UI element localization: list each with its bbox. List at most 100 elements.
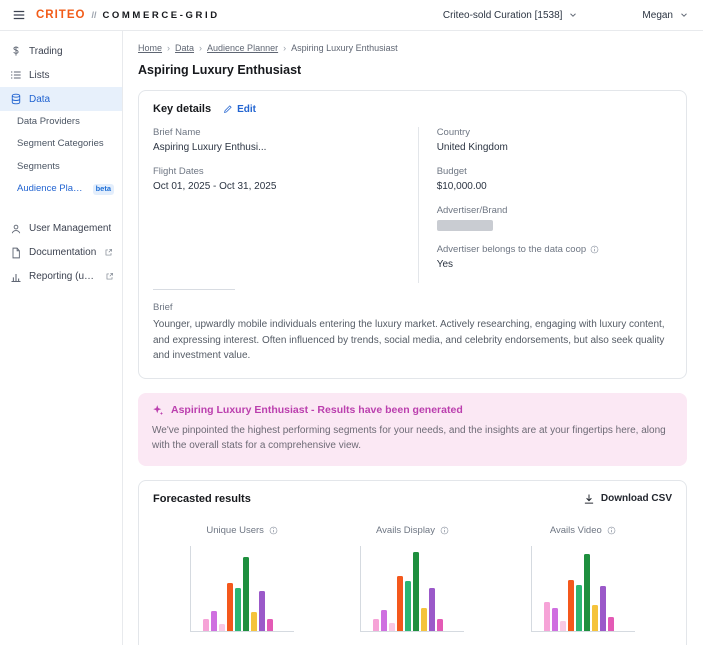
brief-field: Brief Younger, upwardly mobile individua… — [153, 302, 672, 364]
chart-bar — [599, 586, 606, 631]
chart-bar — [559, 621, 566, 631]
logo-area[interactable]: CRITEO // COMMERCE-GRID — [36, 9, 220, 21]
chart-bar — [397, 576, 404, 631]
sidebar-item-segments[interactable]: Segments — [0, 156, 122, 178]
forecast-card: Forecasted results Download CSV Unique U… — [138, 479, 687, 645]
chart-bar — [607, 616, 614, 631]
sidebar-item-reporting-u-slicer[interactable]: Reporting (u-Slicer) — [0, 265, 122, 289]
info-icon[interactable] — [607, 526, 616, 535]
chevron-down-icon — [568, 10, 578, 20]
breadcrumb-item-data[interactable]: Data — [175, 43, 195, 53]
chevron-down-icon — [679, 10, 689, 20]
beta-badge: beta — [92, 184, 114, 195]
doc-icon — [10, 247, 22, 259]
data-coop-value: Yes — [436, 259, 454, 270]
breadcrumb-item-audience-planner[interactable]: Audience Planner — [207, 43, 279, 53]
forecast-charts: Unique Users Avails Display Avails Video — [153, 511, 672, 632]
chart-bar — [389, 622, 396, 631]
banner-sparkle-icon — [152, 404, 164, 416]
country-field: Country United Kingdom — [437, 127, 672, 153]
country-label: Country — [436, 127, 470, 138]
chart-bar — [429, 588, 436, 631]
commerce-grid-wordmark: COMMERCE-GRID — [102, 10, 220, 21]
chart-bar — [567, 579, 574, 631]
list-icon — [10, 69, 22, 81]
chart-plot — [190, 545, 295, 632]
external-link-icon — [104, 248, 113, 257]
forecast-chart-avails-video: Avails Video — [503, 525, 663, 632]
sidebar-item-label: Segments — [17, 161, 60, 172]
sidebar-item-label: Segment Categories — [17, 139, 104, 150]
chart-bar — [211, 610, 218, 631]
sidebar-item-user-management[interactable]: User Management — [0, 217, 122, 241]
advertiser-brand-label: Advertiser/Brand — [436, 205, 508, 216]
sidebar-item-label: User Management — [29, 223, 112, 235]
brief-name-value: Aspiring Luxury Enthusi... — [153, 142, 267, 153]
info-icon[interactable] — [590, 245, 599, 254]
chart-bar — [591, 605, 598, 631]
data-coop-label: Advertiser belongs to the data coop — [436, 244, 587, 255]
breadcrumb-item-aspiring-luxury-enthusiast: Aspiring Luxury Enthusiast — [291, 43, 398, 53]
curation-dropdown[interactable]: Criteo-sold Curation [1538] — [443, 10, 579, 21]
results-banner: Aspiring Luxury Enthusiast - Results hav… — [138, 392, 687, 466]
breadcrumb-separator: › — [167, 43, 171, 53]
sidebar-item-label: Lists — [29, 69, 50, 81]
chart-bar — [575, 584, 582, 631]
user-menu[interactable]: Megan — [642, 10, 689, 21]
edit-button[interactable]: Edit — [223, 104, 256, 115]
download-csv-label: Download CSV — [600, 493, 672, 504]
sidebar-item-data-providers[interactable]: Data Providers — [0, 111, 122, 133]
sidebar-item-label: Data — [29, 93, 51, 105]
chart-bar — [437, 618, 444, 631]
sidebar-item-label: Data Providers — [17, 117, 80, 127]
page-title: Aspiring Luxury Enthusiast — [138, 63, 302, 77]
chart-bar — [373, 619, 380, 631]
chart-bar — [421, 608, 428, 631]
breadcrumb-separator: › — [199, 43, 203, 53]
chart-bar — [235, 588, 242, 631]
sidebar-item-trading[interactable]: Trading — [0, 39, 122, 63]
chart-bar — [551, 608, 558, 631]
dollar-icon — [10, 45, 22, 57]
divider — [153, 289, 235, 290]
curation-dropdown-label: Criteo-sold Curation [1538] — [442, 9, 563, 21]
chart-bar — [259, 591, 266, 631]
chart-plot — [360, 545, 465, 632]
flight-dates-field: Flight Dates Oct 01, 2025 - Oct 31, 2025 — [153, 166, 402, 192]
external-link-icon — [105, 272, 114, 281]
chart-title-label: Unique Users — [206, 524, 264, 536]
logo-divider: // — [91, 10, 97, 20]
chart-bar — [381, 610, 388, 631]
sidebar-item-lists[interactable]: Lists — [0, 63, 122, 87]
edit-label: Edit — [237, 103, 256, 115]
breadcrumb-item-home[interactable]: Home — [138, 43, 163, 53]
flight-dates-label: Flight Dates — [153, 166, 204, 177]
country-value: United Kingdom — [436, 142, 508, 153]
pencil-icon — [223, 104, 233, 114]
brief-name-label: Brief Name — [153, 127, 201, 138]
brief-name-field: Brief Name Aspiring Luxury Enthusi... — [153, 127, 402, 153]
chart-bar — [405, 581, 412, 631]
brief-label: Brief — [153, 302, 173, 313]
chart-bar — [219, 623, 226, 631]
sidebar-item-label: Documentation — [29, 247, 97, 259]
brief-value: Younger, upwardly mobile individuals ent… — [153, 319, 665, 361]
info-icon[interactable] — [269, 526, 278, 535]
banner-body: We've pinpointed the highest performing … — [152, 424, 666, 452]
chart-bar — [267, 619, 274, 631]
chart-bar — [227, 582, 234, 631]
download-icon — [583, 493, 595, 505]
sidebar-item-audience-planner[interactable]: Audience Planner beta — [0, 178, 122, 200]
download-csv-button[interactable]: Download CSV — [583, 493, 672, 505]
info-icon[interactable] — [440, 526, 449, 535]
budget-field: Budget $10,000.00 — [437, 166, 672, 192]
hamburger-menu-icon[interactable] — [12, 8, 26, 22]
chart-title-label: Avails Video — [549, 524, 602, 536]
flight-dates-value: Oct 01, 2025 - Oct 31, 2025 — [153, 181, 277, 192]
key-details-title: Key details — [153, 103, 212, 115]
sidebar-item-label: Trading — [29, 45, 63, 57]
report-icon — [10, 271, 22, 283]
sidebar-item-segment-categories[interactable]: Segment Categories — [0, 133, 122, 155]
sidebar-item-documentation[interactable]: Documentation — [0, 241, 122, 265]
sidebar-item-data[interactable]: Data — [0, 87, 122, 111]
